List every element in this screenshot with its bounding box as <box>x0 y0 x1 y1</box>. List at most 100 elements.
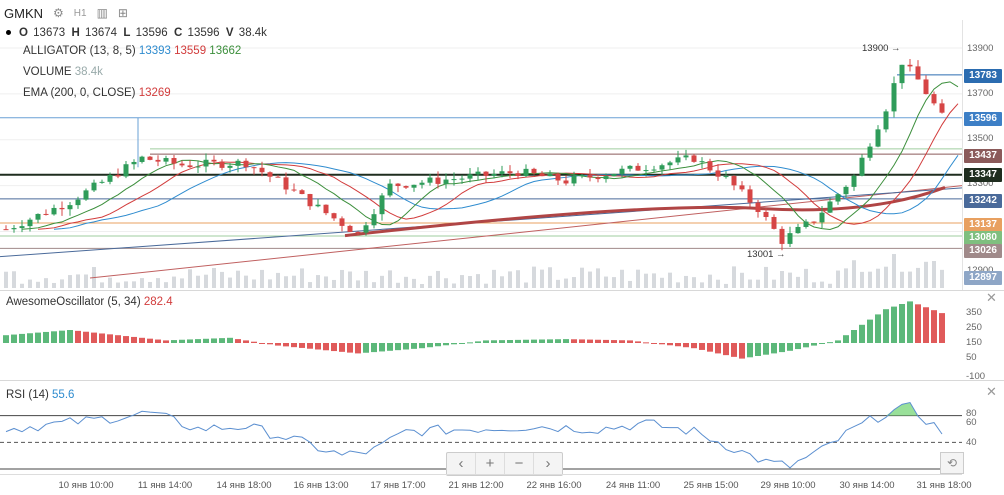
volume-bar <box>148 281 152 288</box>
candle-body <box>51 207 57 215</box>
ao-bar <box>347 343 353 353</box>
ao-bar <box>355 343 361 354</box>
ao-bar <box>715 343 721 354</box>
ao-chart[interactable] <box>0 291 962 379</box>
volume-bar <box>100 282 104 288</box>
ao-bar <box>571 339 577 343</box>
volume-bar <box>764 266 768 288</box>
volume-bar <box>36 281 40 288</box>
ao-bar <box>731 343 737 357</box>
candle-body <box>379 195 385 215</box>
volume-bar <box>684 275 688 288</box>
scroll-forward-button[interactable]: › <box>545 455 551 472</box>
volume-value: 38.4k <box>74 66 103 78</box>
volume-bar <box>284 276 288 288</box>
price-panel[interactable] <box>0 20 963 290</box>
ao-bar <box>139 337 145 343</box>
indicators-icon[interactable]: ⊞ <box>117 6 128 20</box>
price-tick: 13300 <box>967 178 994 189</box>
candle-body <box>939 103 945 113</box>
volume-bar <box>84 274 88 288</box>
scroll-back-button[interactable]: ‹ <box>447 453 476 475</box>
ao-bar <box>651 343 657 344</box>
ao-bar <box>123 336 129 343</box>
zoom-out-button[interactable]: − <box>505 453 534 475</box>
candle-body <box>35 213 41 220</box>
ao-panel[interactable] <box>0 291 962 379</box>
ao-bar <box>699 343 705 350</box>
candle-body <box>123 164 129 177</box>
candle-type-icon[interactable]: ▥ <box>96 6 108 20</box>
candle-body <box>443 179 449 184</box>
candle-body <box>371 214 377 226</box>
ao-bar <box>643 342 649 344</box>
volume-bar <box>868 271 872 288</box>
volume-bar <box>252 279 256 288</box>
trend-line <box>89 185 963 279</box>
volume-bar <box>396 282 400 288</box>
volume-bar <box>660 277 664 288</box>
candle-body <box>635 165 641 171</box>
candle-body <box>931 94 937 104</box>
ema-legend[interactable]: EMA (200, 0, CLOSE) 13269 <box>23 87 171 99</box>
alligator-teeth-value: 13559 <box>174 45 207 57</box>
price-tick: 12900 <box>967 265 993 276</box>
reset-chart-button[interactable]: ⟲ <box>940 452 964 474</box>
price-axis[interactable]: 13900 13700 13500 13300 13200 13100 1290… <box>962 20 1004 290</box>
candle-body <box>867 146 873 158</box>
ao-bar <box>931 310 937 343</box>
alligator-legend[interactable]: ALLIGATOR (13, 8, 5) 13393 13559 13662 <box>23 45 241 57</box>
volume-bar <box>884 266 888 288</box>
candle-body <box>195 166 201 168</box>
symbol-label[interactable]: GMKN <box>4 5 43 21</box>
rsi-legend[interactable]: RSI (14) 55.6 <box>6 389 74 401</box>
volume-bar <box>52 282 56 288</box>
volume-bar <box>172 276 176 288</box>
volume-bar <box>44 278 48 288</box>
ao-bar <box>267 343 273 345</box>
ema-label: EMA (200, 0, CLOSE) <box>23 87 136 99</box>
rsi-tick: 40 <box>966 437 977 448</box>
candle-body <box>651 169 657 171</box>
candle-body <box>843 186 849 195</box>
ao-bar <box>251 341 257 343</box>
ao-bar <box>67 330 73 343</box>
volume-bar <box>508 271 512 288</box>
volume-bar <box>700 282 704 288</box>
candle-body <box>699 161 705 163</box>
zoom-in-button[interactable]: + <box>476 453 505 475</box>
close-ao-icon[interactable]: ✕ <box>986 290 997 305</box>
ao-legend[interactable]: AwesomeOscillator (5, 34) 282.4 <box>6 296 173 308</box>
volume-bar <box>852 260 856 288</box>
price-chart[interactable] <box>0 20 963 290</box>
candle-body <box>787 233 793 244</box>
time-tick: 16 янв 13:00 <box>293 480 349 491</box>
candle-body <box>667 162 673 166</box>
volume-bar <box>580 267 584 288</box>
ao-bar <box>843 335 849 343</box>
volume-bar <box>12 271 16 288</box>
panel-divider[interactable] <box>0 290 1004 291</box>
ao-tick: 150 <box>966 337 982 348</box>
ao-bar <box>779 343 785 353</box>
ao-bar <box>531 339 537 343</box>
gear-icon[interactable]: ⚙ <box>53 6 64 20</box>
candle-body <box>147 156 153 160</box>
candle-body <box>515 173 521 176</box>
price-box-last: 13596 <box>964 112 1002 126</box>
volume-bar <box>276 272 280 288</box>
close-rsi-icon[interactable]: ✕ <box>986 384 997 399</box>
candle-body <box>459 178 465 180</box>
time-axis[interactable]: 10 янв 10:00 11 янв 14:00 14 янв 18:00 1… <box>0 474 972 495</box>
ao-bar <box>811 343 817 346</box>
ao-bar <box>691 343 697 349</box>
volume-legend[interactable]: VOLUME 38.4k <box>23 66 103 78</box>
interval-selector[interactable]: H1 <box>73 7 87 19</box>
volume-bar <box>516 270 520 288</box>
ao-bar <box>499 340 505 343</box>
candle-body <box>331 213 337 219</box>
panel-divider[interactable] <box>0 380 1004 381</box>
volume-bar <box>340 269 344 288</box>
alligator-label: ALLIGATOR (13, 8, 5) <box>23 45 136 57</box>
candle-body <box>91 182 97 191</box>
